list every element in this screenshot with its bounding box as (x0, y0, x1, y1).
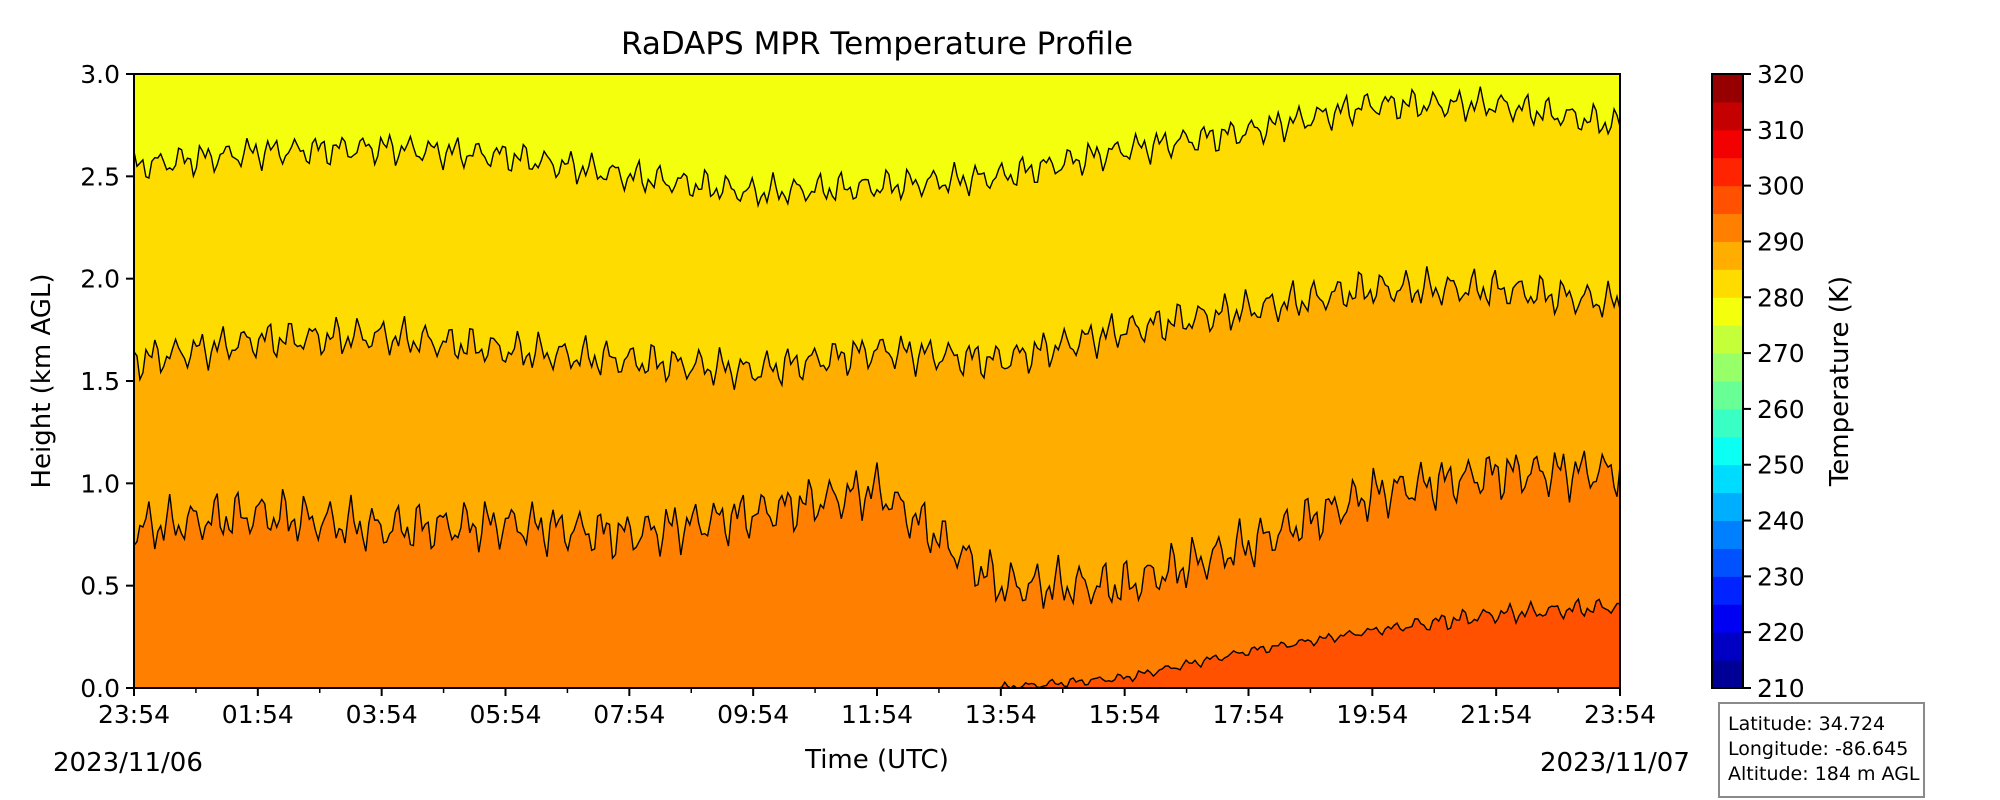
band-285-290K (134, 266, 1620, 609)
contour-line-280K (134, 86, 1620, 209)
colorbar-tick-label: 320 (1757, 60, 1805, 89)
x-tick-label: 15:54 (1089, 700, 1161, 729)
colorbar-tick-label: 290 (1757, 227, 1805, 256)
x-tick-label: 03:54 (346, 700, 418, 729)
colorbar-segment (1712, 436, 1743, 466)
x-axis-label: Time (UTC) (804, 745, 949, 775)
x-tick-label: 11:54 (841, 700, 913, 729)
longitude-text: Longitude: -86.645 (1728, 738, 1909, 760)
colorbar-segment (1712, 632, 1743, 661)
colorbar-segment (1712, 520, 1743, 549)
colorbar-tick-label: 240 (1757, 507, 1805, 536)
colorbar-segment (1712, 74, 1743, 103)
colorbar-segment (1712, 464, 1743, 494)
x-tick-label: 17:54 (1212, 700, 1284, 729)
colorbar-segment (1712, 297, 1743, 326)
y-tick-label: 2.5 (80, 162, 120, 191)
station-info-box: Latitude: 34.724 Longitude: -86.645 Alti… (1718, 702, 1925, 798)
y-axis: 0.0 0.5 1.0 1.5 2.0 2.5 3.0 (80, 60, 134, 703)
colorbar-segment (1712, 185, 1743, 215)
colorbar-segment (1712, 101, 1743, 131)
y-tick-label: 3.0 (80, 60, 120, 89)
colorbar-segment (1712, 548, 1743, 577)
colorbar-tick-label: 260 (1757, 395, 1805, 424)
contour-line-295K (134, 597, 1620, 688)
colorbar-tick-label: 310 (1757, 116, 1805, 145)
colorbar-tick-label: 210 (1757, 674, 1805, 703)
colorbar-segment (1712, 241, 1743, 270)
x-tick-label: 07:54 (593, 700, 665, 729)
plot-area (134, 74, 1620, 688)
colorbar-tick-label: 220 (1757, 618, 1805, 647)
colorbar-segment (1712, 492, 1743, 522)
x-tick-label: 13:54 (965, 700, 1037, 729)
y-tick-label: 0.5 (80, 572, 120, 601)
colorbar-tick-label: 280 (1757, 283, 1805, 312)
x-tick-label: 05:54 (469, 700, 541, 729)
y-tick-label: 1.5 (80, 367, 120, 396)
colorbar-label: Temperature (K) (1825, 276, 1855, 487)
altitude-text: Altitude: 184 m AGL (1728, 763, 1920, 785)
colorbar-segment (1712, 408, 1743, 438)
x-tick-label: 09:54 (717, 700, 789, 729)
contour-line-285K (134, 266, 1620, 390)
band-290-295K (134, 450, 1620, 688)
colorbar-segment (1712, 381, 1743, 410)
colorbar-segment (1712, 325, 1743, 354)
colorbar-segment (1712, 604, 1743, 633)
date-start-label: 2023/11/06 (53, 748, 203, 778)
colorbar-segment (1712, 353, 1743, 382)
chart-title: RaDAPS MPR Temperature Profile (621, 26, 1133, 62)
colorbar-segment (1712, 269, 1743, 298)
x-tick-label: 19:54 (1336, 700, 1408, 729)
colorbar-tick-label: 230 (1757, 562, 1805, 591)
x-tick-label: 21:54 (1460, 700, 1532, 729)
contour-line-290K (134, 450, 1620, 609)
colorbar-segment (1712, 576, 1743, 605)
band-280-285K (134, 86, 1620, 390)
colorbar-tick-label: 270 (1757, 339, 1805, 368)
colorbar-tick-label: 300 (1757, 172, 1805, 201)
colorbar-segment (1712, 157, 1743, 187)
y-tick-label: 1.0 (80, 469, 120, 498)
colorbar-segment (1712, 129, 1743, 159)
band-295-300K (134, 599, 1620, 688)
x-axis: 23:54 01:54 03:54 05:54 07:54 09:54 11:54 13:54… (98, 688, 1656, 729)
x-tick-label: 23:54 (98, 700, 170, 729)
y-tick-label: 0.0 (80, 674, 120, 703)
band-275-280K (134, 74, 1620, 206)
colorbar (1711, 73, 1744, 689)
colorbar-tick-label: 250 (1757, 451, 1805, 480)
date-end-label: 2023/11/07 (1540, 748, 1690, 778)
y-tick-label: 2.0 (80, 265, 120, 294)
colorbar-ticks: 210 220 230 240 250 260 270 280 290 300 310 320 (1743, 60, 1805, 703)
latitude-text: Latitude: 34.724 (1728, 713, 1886, 735)
colorbar-segment (1712, 213, 1743, 242)
colorbar-segment (1712, 660, 1743, 689)
y-axis-label: Height (km AGL) (27, 273, 57, 488)
x-tick-label: 23:54 (1584, 700, 1656, 729)
colorbar-frame (1711, 73, 1744, 689)
x-tick-label: 01:54 (222, 700, 294, 729)
